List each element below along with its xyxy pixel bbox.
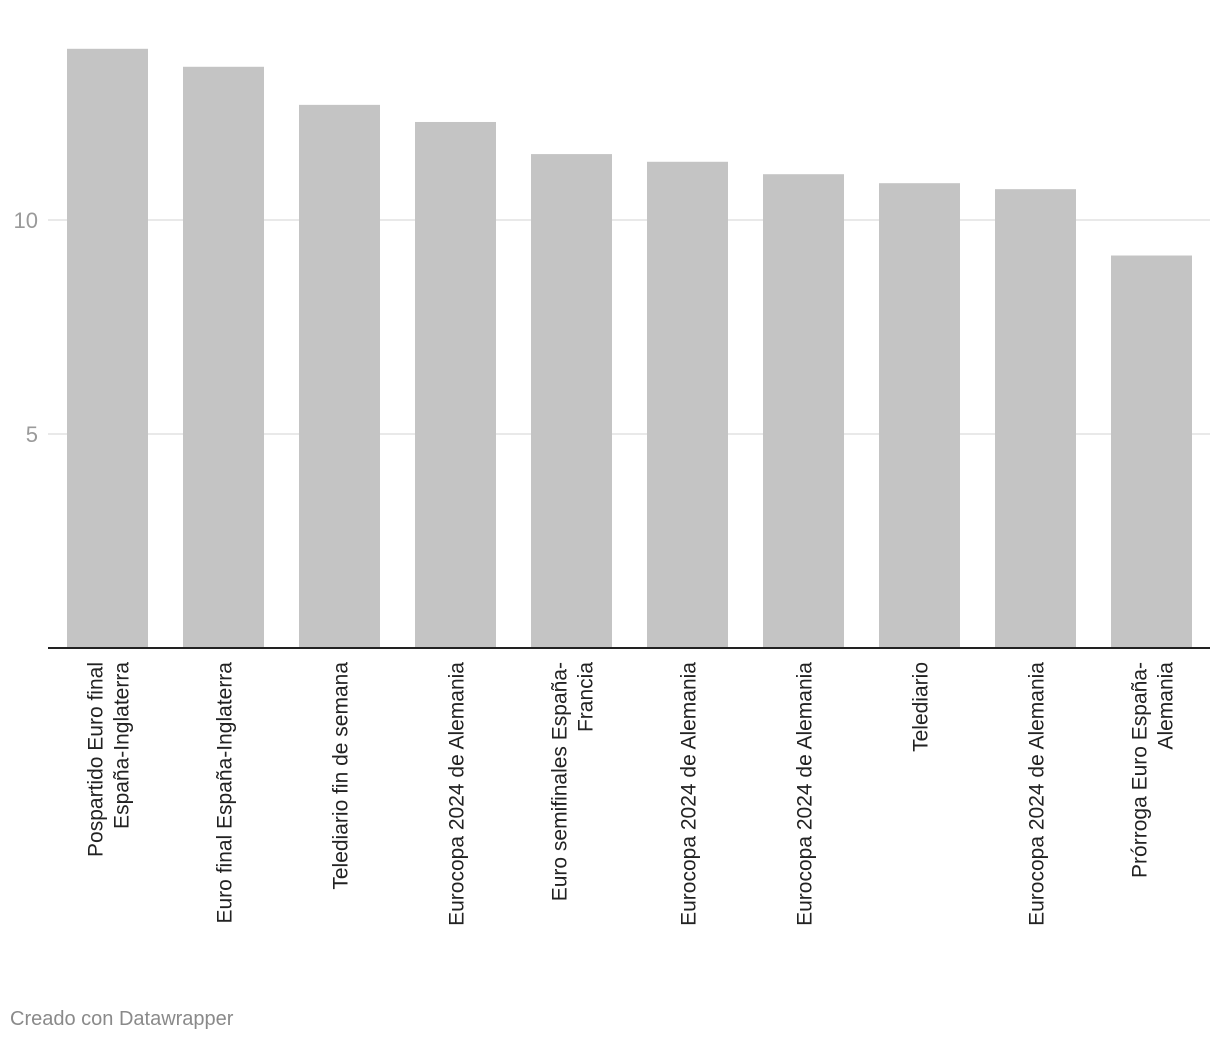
x-category-label-line: Eurocopa 2024 de Alemania (1026, 662, 1049, 926)
x-category-label-line: Eurocopa 2024 de Alemania (446, 662, 469, 926)
bar-4 (415, 121, 496, 649)
bar-5 (531, 154, 612, 648)
credit-text: Creado con Datawrapper (10, 1008, 234, 1030)
bar-9 (995, 189, 1076, 648)
x-category-label: Prórroga Euro España- Alemania (1129, 662, 1178, 878)
y-axis-tick-labels: 5 10 (14, 208, 38, 447)
x-category-label-line: Francia (575, 662, 598, 732)
bar-2 (183, 66, 264, 648)
bar-8 (879, 183, 960, 648)
x-category-label-line: Alemania (1155, 662, 1178, 750)
bar-7 (763, 174, 844, 649)
y-tick-label: 10 (14, 208, 38, 233)
y-tick-label: 5 (26, 422, 38, 447)
bar-10 (1111, 255, 1192, 649)
x-category-label-line: Euro final España-Inglaterra (214, 662, 237, 924)
x-category-label-line: España-Inglaterra (111, 662, 134, 829)
x-category-label-line: Pospartido Euro final (85, 662, 108, 857)
bar-3 (299, 104, 380, 649)
x-category-label: Eurocopa 2024 de Alemania (794, 662, 817, 926)
x-category-label: Telediario fin de semana (330, 662, 353, 890)
x-category-label: Telediario (910, 662, 933, 752)
x-category-label: Euro semifinales España- Francia (549, 662, 598, 902)
x-category-label-line: Prórroga Euro España- (1129, 662, 1152, 878)
x-category-label-line: Eurocopa 2024 de Alemania (678, 662, 701, 926)
x-category-label-line: Euro semifinales España- (549, 662, 572, 901)
x-category-label: Eurocopa 2024 de Alemania (678, 662, 701, 926)
bars (67, 48, 1192, 649)
x-category-label: Eurocopa 2024 de Alemania (446, 662, 469, 926)
bar-6 (647, 161, 728, 649)
x-category-label: Pospartido Euro final España-Inglaterra (85, 662, 134, 857)
x-category-label: Eurocopa 2024 de Alemania (1026, 662, 1049, 926)
x-category-label: Euro final España-Inglaterra (214, 662, 237, 924)
x-category-label-line: Eurocopa 2024 de Alemania (794, 662, 817, 926)
x-category-label-line: Telediario (910, 662, 933, 752)
bar-1 (67, 48, 148, 649)
x-category-label-line: Telediario fin de semana (330, 662, 353, 890)
bar-chart: 5 10 Pospartido Euro final España-Inglater… (14, 48, 1210, 926)
x-axis-category-labels: Pospartido Euro final España-Inglaterra Eu… (85, 662, 1178, 926)
